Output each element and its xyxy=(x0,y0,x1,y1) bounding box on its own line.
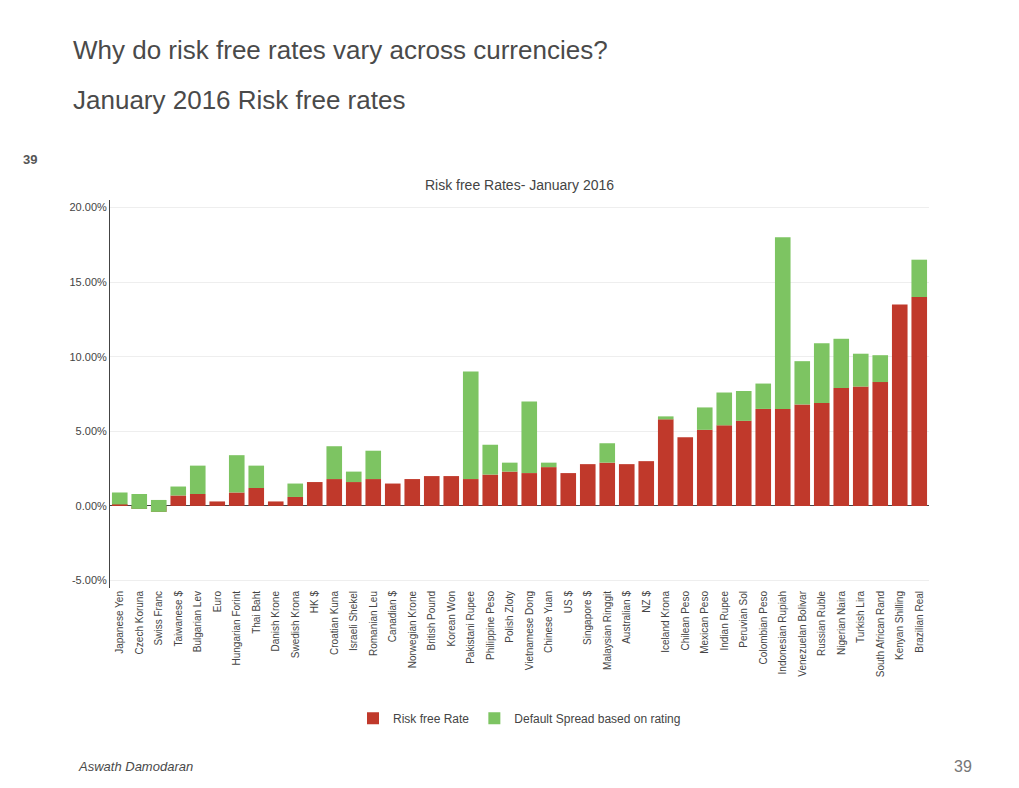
svg-text:Euro: Euro xyxy=(212,591,223,613)
svg-text:British Pound: British Pound xyxy=(426,591,437,650)
svg-text:Default Spread based on rating: Default Spread based on rating xyxy=(514,712,680,726)
svg-text:39: 39 xyxy=(954,758,972,775)
svg-text:10.00%: 10.00% xyxy=(69,351,107,363)
svg-text:Malaysian Ringgit: Malaysian Ringgit xyxy=(602,591,613,670)
svg-text:Kenyan Shilling: Kenyan Shilling xyxy=(894,591,905,660)
svg-text:Aswath Damodaran: Aswath Damodaran xyxy=(78,759,193,774)
svg-text:Indonesian Rupiah: Indonesian Rupiah xyxy=(777,591,788,674)
svg-text:Swedish Krona: Swedish Krona xyxy=(290,591,301,659)
svg-text:Australian $: Australian $ xyxy=(621,591,632,644)
svg-text:Brazilian Real: Brazilian Real xyxy=(914,591,925,653)
svg-text:20.00%: 20.00% xyxy=(69,201,107,213)
svg-text:0.00%: 0.00% xyxy=(76,500,107,512)
svg-text:Israeli Shekel: Israeli Shekel xyxy=(348,591,359,651)
svg-text:Pakistani Rupee: Pakistani Rupee xyxy=(465,591,476,664)
svg-text:Peruvian Sol: Peruvian Sol xyxy=(738,591,749,648)
svg-text:Philippine Peso: Philippine Peso xyxy=(485,591,496,660)
svg-text:Venezuelan Bolivar: Venezuelan Bolivar xyxy=(797,590,808,676)
svg-text:Chinese Yuan: Chinese Yuan xyxy=(543,591,554,653)
svg-text:Romanian Leu: Romanian Leu xyxy=(368,591,379,656)
svg-text:Singapore $: Singapore $ xyxy=(582,591,593,645)
svg-text:Hungarian Forint: Hungarian Forint xyxy=(231,591,242,666)
svg-text:Croatian Kuna: Croatian Kuna xyxy=(329,591,340,655)
svg-text:Korean Won: Korean Won xyxy=(446,591,457,646)
svg-text:Thai Baht: Thai Baht xyxy=(251,591,262,634)
svg-text:Taiwanese $: Taiwanese $ xyxy=(173,591,184,647)
svg-text:Japanese Yen: Japanese Yen xyxy=(114,591,125,654)
svg-text:Polish Zloty: Polish Zloty xyxy=(504,591,515,643)
svg-text:January 2016 Risk free rates: January 2016 Risk free rates xyxy=(73,85,405,115)
svg-text:39: 39 xyxy=(23,152,37,167)
svg-text:Indian Rupee: Indian Rupee xyxy=(719,591,730,651)
svg-text:Iceland Krona: Iceland Krona xyxy=(660,591,671,653)
svg-text:US $: US $ xyxy=(563,591,574,614)
svg-text:HK $: HK $ xyxy=(309,591,320,614)
svg-text:South African Rand: South African Rand xyxy=(875,591,886,677)
svg-text:Why do risk free rates vary ac: Why do risk free rates vary across curre… xyxy=(73,35,608,65)
svg-text:Vietnamese Dong: Vietnamese Dong xyxy=(524,591,535,670)
svg-text:Risk free Rate: Risk free Rate xyxy=(393,712,469,726)
svg-text:Russian Ruble: Russian Ruble xyxy=(816,591,827,656)
svg-text:Swiss Franc: Swiss Franc xyxy=(153,591,164,645)
svg-text:Nigerian Naira: Nigerian Naira xyxy=(836,591,847,655)
svg-text:15.00%: 15.00% xyxy=(69,276,107,288)
svg-text:NZ $: NZ $ xyxy=(641,591,652,613)
svg-text:Danish Krone: Danish Krone xyxy=(270,591,281,652)
svg-text:Bulgarian Lev: Bulgarian Lev xyxy=(192,591,203,652)
svg-text:Czech Koruna: Czech Koruna xyxy=(134,591,145,655)
svg-text:Chilean Peso: Chilean Peso xyxy=(680,591,691,651)
svg-text:Risk free Rates- January 2016: Risk free Rates- January 2016 xyxy=(425,177,614,193)
svg-text:Colombian Peso: Colombian Peso xyxy=(758,591,769,665)
svg-text:Mexican Peso: Mexican Peso xyxy=(699,591,710,654)
svg-text:5.00%: 5.00% xyxy=(76,425,107,437)
svg-text:Turkish Lira: Turkish Lira xyxy=(855,591,866,643)
svg-text:Canadian $: Canadian $ xyxy=(387,591,398,643)
svg-text:-5.00%: -5.00% xyxy=(72,574,107,586)
svg-text:Norwegian Krone: Norwegian Krone xyxy=(407,591,418,669)
